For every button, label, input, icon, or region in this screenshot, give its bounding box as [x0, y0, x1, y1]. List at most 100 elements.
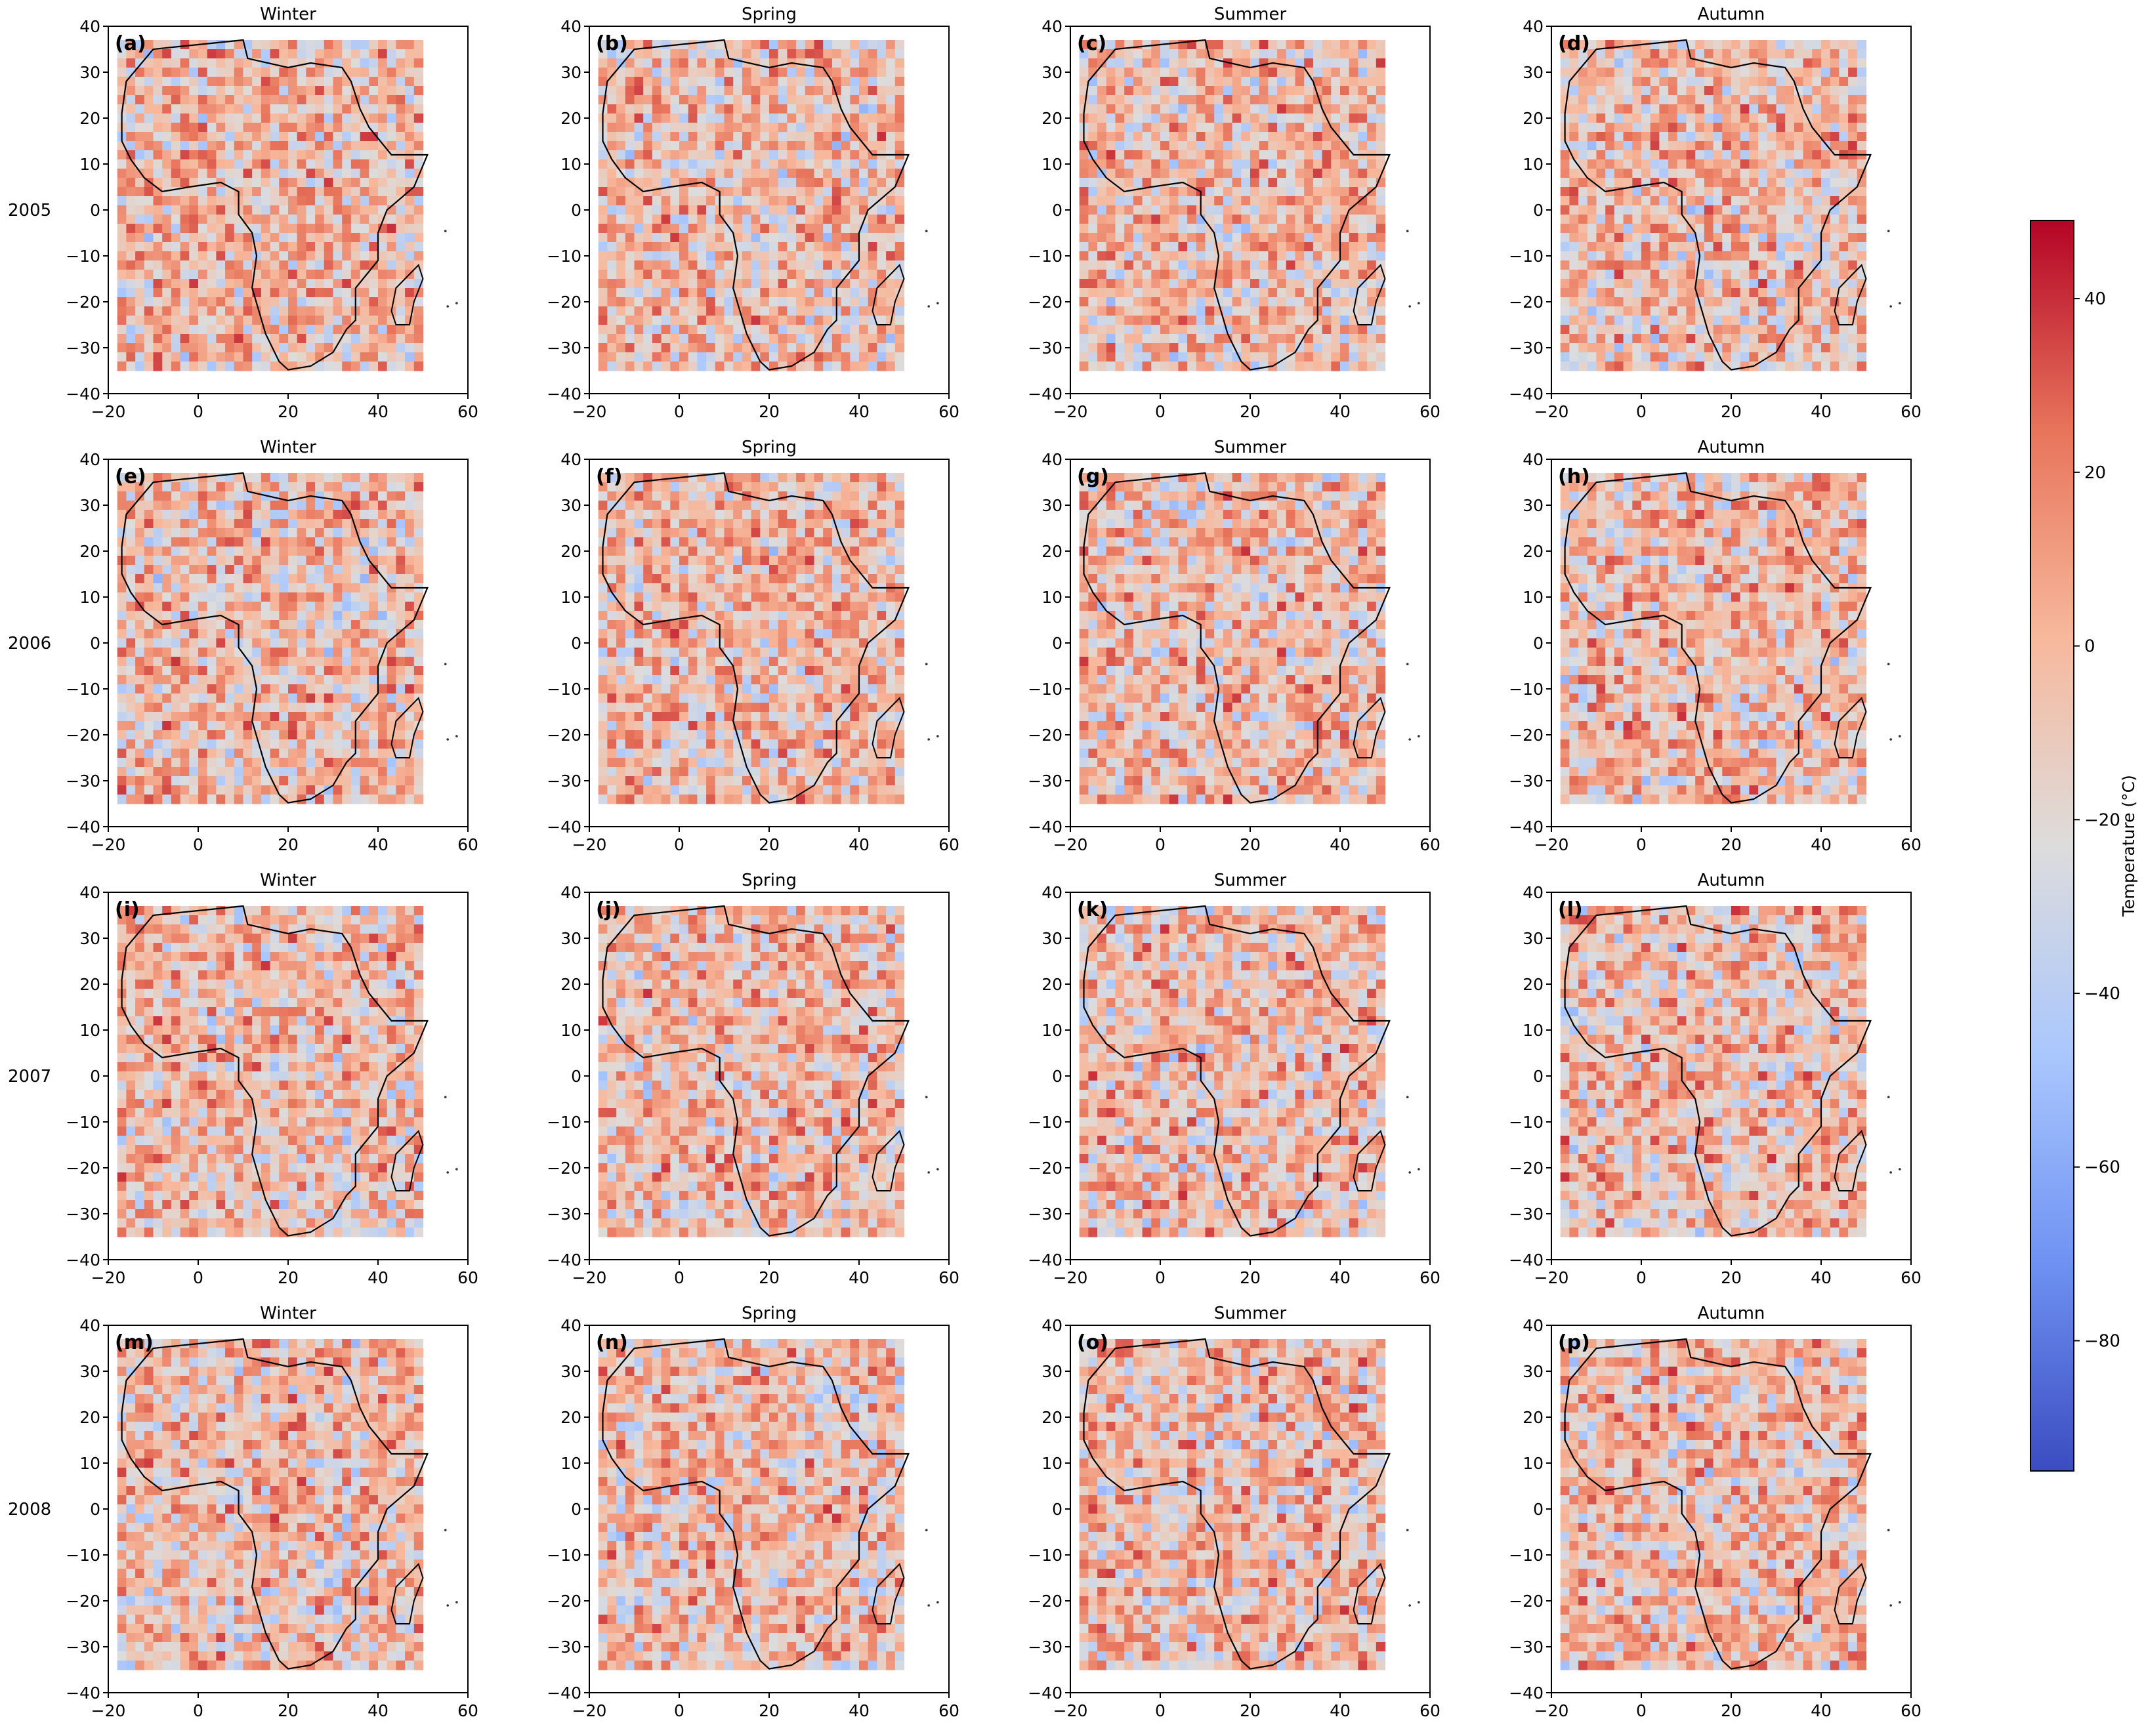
heat-cell	[1605, 196, 1615, 206]
heat-cell	[1722, 279, 1732, 289]
heat-cell	[616, 49, 626, 59]
heat-cell	[342, 58, 352, 68]
heat-cell	[1623, 325, 1633, 335]
heat-cell	[831, 196, 842, 206]
heat-cell	[270, 279, 280, 289]
heat-cell	[1115, 288, 1125, 298]
heat-cell	[796, 288, 806, 298]
heat-cell	[261, 95, 271, 105]
heat-cell	[643, 123, 653, 133]
heat-cell	[279, 215, 289, 224]
heat-cell	[1205, 132, 1215, 142]
heat-cell	[831, 68, 842, 77]
heat-cell	[1668, 68, 1678, 77]
heat-cell	[1232, 316, 1242, 325]
heat-cell	[1839, 114, 1849, 123]
heat-cell	[297, 169, 306, 178]
heat-cell	[261, 86, 271, 96]
heat-cell	[688, 270, 698, 279]
heat-cell	[207, 104, 217, 114]
heat-cell	[413, 187, 424, 197]
heat-cell	[841, 251, 851, 261]
heat-cell	[243, 132, 253, 142]
heat-cell	[607, 334, 617, 344]
heat-cell	[787, 224, 797, 234]
heat-cell	[288, 123, 298, 133]
heat-cell	[153, 205, 163, 215]
heat-cell	[333, 159, 343, 169]
heat-cell	[1578, 224, 1588, 234]
heat-cell	[324, 196, 334, 206]
heat-cell	[1142, 233, 1152, 243]
heat-cell	[1740, 40, 1750, 50]
heat-cell	[126, 270, 136, 279]
heat-cell	[724, 362, 734, 371]
heat-cell	[243, 196, 253, 206]
heat-cell	[1821, 233, 1831, 243]
heat-cell	[1286, 95, 1296, 105]
heat-cell	[1205, 334, 1215, 344]
heat-cell	[1749, 224, 1759, 234]
heat-cell	[297, 104, 306, 114]
heat-cell	[1295, 306, 1305, 316]
heat-cell	[805, 123, 815, 133]
heat-cell	[1677, 86, 1687, 96]
heat-cell	[180, 279, 190, 289]
heat-cell	[225, 288, 235, 298]
heat-cell	[1821, 270, 1831, 279]
heat-cell	[724, 132, 734, 142]
heat-cell	[207, 325, 217, 335]
heat-cell	[823, 150, 833, 160]
heat-cell	[1349, 141, 1358, 151]
heat-cell	[1313, 77, 1323, 87]
heat-cell	[413, 279, 424, 289]
heat-cell	[742, 132, 752, 142]
heat-cell	[1358, 233, 1368, 243]
heat-cell	[760, 178, 770, 188]
heat-cell	[1740, 196, 1750, 206]
heat-cell	[270, 325, 280, 335]
heat-cell	[1268, 159, 1278, 169]
heat-cell	[1839, 49, 1849, 59]
heat-cell	[1196, 169, 1206, 178]
heat-cell	[342, 196, 352, 206]
heat-cell	[697, 233, 707, 243]
heat-cell	[1785, 123, 1795, 133]
heat-cell	[787, 141, 797, 151]
heat-cell	[670, 196, 680, 206]
x-tick-label: 40	[849, 402, 870, 421]
heat-cell	[1295, 159, 1305, 169]
y-tick-label: −20	[1028, 293, 1062, 312]
heat-cell	[243, 316, 253, 325]
heat-cell	[333, 352, 343, 362]
heat-cell	[679, 316, 689, 325]
heat-cell	[1722, 242, 1732, 252]
heat-cell	[1668, 123, 1678, 133]
heat-cell	[787, 77, 797, 87]
heat-cell	[225, 325, 235, 335]
heat-cell	[360, 224, 369, 234]
y-tick-label: −20	[547, 293, 581, 312]
heat-cell	[360, 68, 369, 77]
heat-cell	[778, 40, 788, 50]
heat-cell	[234, 343, 244, 353]
heat-cell	[405, 95, 415, 105]
heat-cell	[1578, 123, 1588, 133]
heat-cell	[831, 123, 842, 133]
heat-cell	[261, 224, 271, 234]
heat-cell	[796, 224, 806, 234]
heat-cell	[1313, 49, 1323, 59]
heat-cell	[1731, 334, 1741, 344]
heat-cell	[1376, 325, 1386, 335]
heat-cell	[1569, 40, 1579, 50]
heat-cell	[1848, 251, 1858, 261]
heat-cell	[1322, 77, 1332, 87]
heat-cell	[1857, 159, 1867, 169]
heat-cell	[1286, 49, 1296, 59]
heat-cell	[1304, 150, 1314, 160]
heat-cell	[850, 150, 860, 160]
heat-cell	[171, 49, 181, 59]
heat-cell	[1650, 77, 1660, 87]
heat-cell	[697, 86, 707, 96]
heat-cell	[670, 159, 680, 169]
